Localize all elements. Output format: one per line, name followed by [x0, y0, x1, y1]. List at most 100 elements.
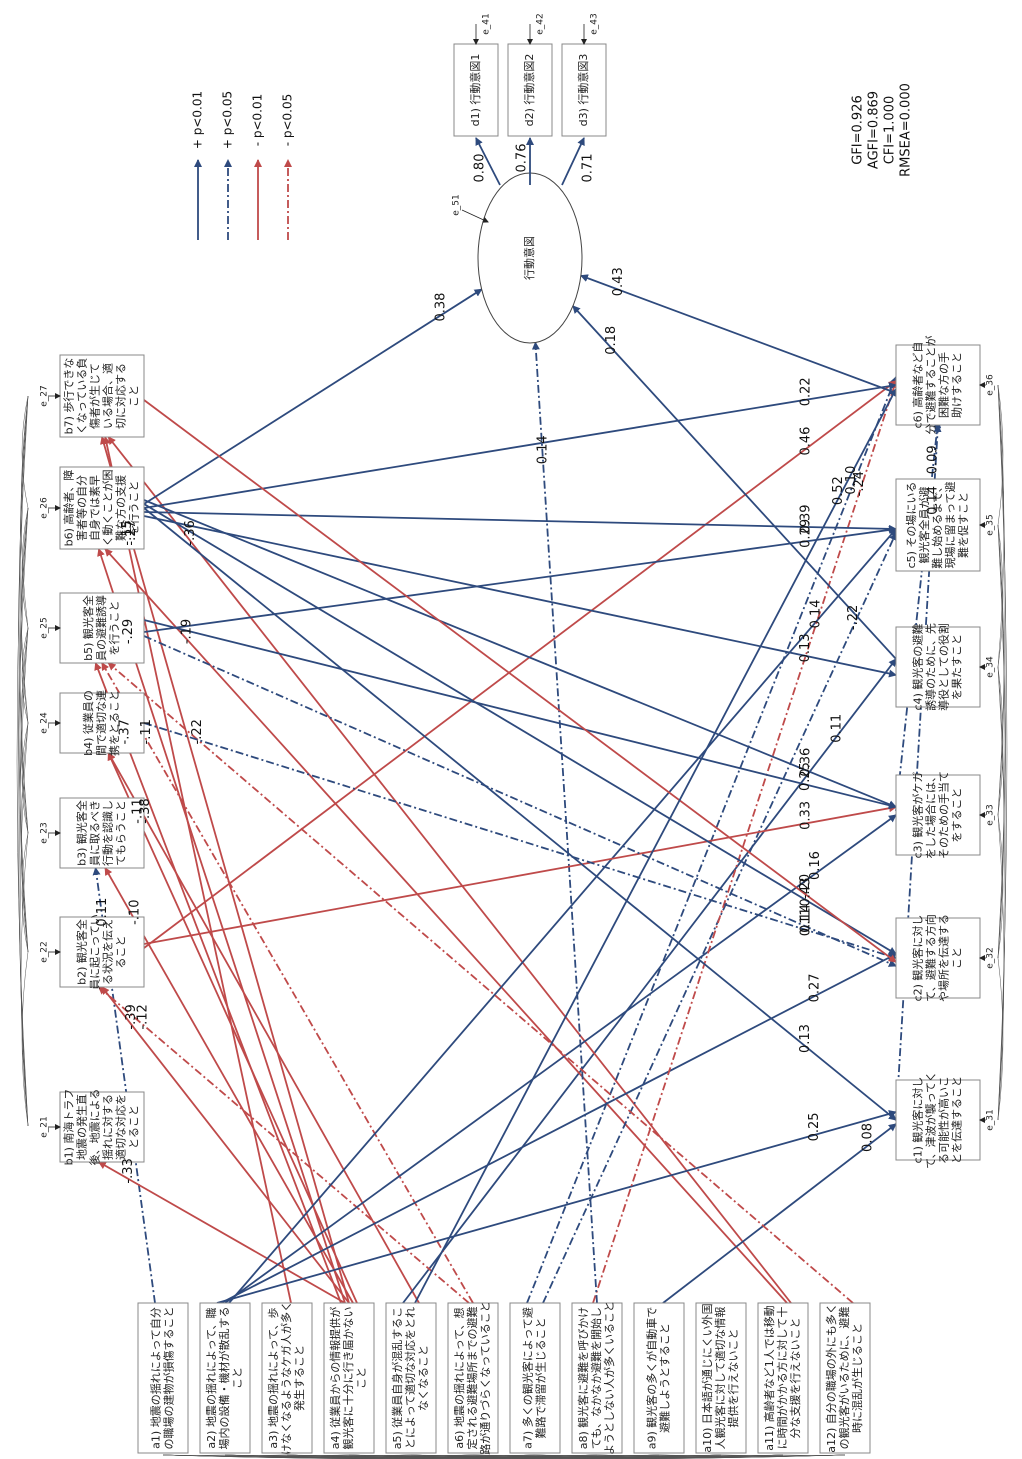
path-a6-b2 [98, 986, 470, 1304]
coef-a8-c6: -.24 [852, 471, 867, 496]
node-b6-label: 難な方の支援 [114, 475, 128, 541]
path-a4-b7 [100, 436, 350, 1304]
node-b3: b3) 観光客全 員に取るべき 行動を認識し てもらうこと e_23 [40, 797, 145, 869]
path-a4-b5 [94, 662, 342, 1304]
node-c3-label: そのための手当て [937, 771, 951, 859]
coef-c1-c6: 0.14 [925, 486, 940, 515]
path-a4-b2 [101, 986, 350, 1304]
covariance-arc [20, 395, 29, 629]
coef-a11-b7: -.36 [183, 520, 198, 545]
node-a6-label: a6) 地震の揺れによって、想 [452, 1307, 466, 1448]
node-c1-label: とを伝達すること [951, 1076, 964, 1164]
coef-c3-c6: 0.09 [925, 445, 940, 474]
error-e_36: e_36 [986, 374, 996, 396]
error-e_42: e_42 [536, 13, 546, 35]
covariance-arc [16, 395, 29, 1127]
error-e_33: e_33 [986, 804, 996, 826]
covariance-arc [997, 384, 1007, 959]
covariance-arc [997, 814, 1004, 959]
node-c4-label: 導役としての役割 [937, 623, 951, 711]
node-a3-label: けなくなるようなケガ人が多く [279, 1301, 293, 1455]
node-a4-label: a4) 従業員からの情報提供が [328, 1307, 342, 1450]
node-a7-label: 難路で滞留が生じること [534, 1318, 548, 1439]
node-c6-label: c6) 高齢者など自 [911, 342, 925, 429]
path-a5-c4 [402, 658, 897, 1304]
node-b2-label: ること [115, 936, 128, 969]
legend-label-neg05: - p<0.05 [281, 94, 295, 147]
node-c3-label: c3) 観光客がケガ [911, 772, 925, 859]
path-a11-b6 [104, 548, 788, 1304]
coef-a5-c4: 0.11 [829, 714, 844, 743]
node-b1-label: b1) 南海トラフ [62, 1089, 76, 1166]
node-a5-label: なくなること [417, 1345, 430, 1411]
path-b6-c2 [143, 503, 897, 955]
path-b2-c6 [143, 380, 897, 949]
fit-stat-2: CFI=1.000 [883, 96, 898, 165]
node-d2: d2) 行動意図2 e_42 [507, 13, 553, 137]
node-b7-label: b7) 歩行できな [62, 358, 76, 435]
covariance-arc [18, 627, 29, 1127]
node-a5-label: とによって適切な対応をとれ [403, 1307, 417, 1449]
loading-d3: 0.71 [581, 154, 596, 183]
coef-b7-c2: -.20 [798, 874, 813, 899]
covariance-arc [21, 722, 29, 834]
variable-nodes: a1) 地震の揺れによって自分 の職場の建物が損傷すること a2) 地震の揺れによっ… [40, 13, 996, 1455]
node-b5-label: を行うこと [108, 601, 121, 656]
node-b6-label: く動くことが困 [101, 470, 115, 547]
path-b2-c3 [143, 804, 897, 945]
covariance-arc [19, 507, 29, 834]
error-e_34: e_34 [986, 656, 996, 678]
node-c4-label: を果たすこと [951, 634, 964, 700]
node-a12-label: a12) 自分の職場の外にも多く [824, 1303, 838, 1453]
node-a3: a3) 地震の揺れによって、歩 けなくなるようなケガ人が多く 発生すること [261, 1301, 313, 1455]
node-c3-label: をした場合には、 [924, 771, 938, 859]
node-b2-label: る状況を伝え [101, 919, 115, 985]
node-a6: a6) 地震の揺れによって、想 定される避難場所までの避難 路が通りづらくなっている… [447, 1301, 499, 1455]
node-c4: c4) 観光客の避難 誘導のために、先 導役としての役割 を果たすこと e_34 [895, 623, 996, 711]
path-a8-latent [531, 341, 598, 1304]
node-b5-label: 員の避難誘導 [94, 595, 108, 661]
path-c4-latent [572, 305, 897, 660]
coef-a2-c5: 0.14 [808, 599, 823, 628]
node-b3-label: てもらうこと [115, 800, 128, 865]
path-b4-c2 [143, 722, 897, 960]
covariance-arc [21, 627, 29, 724]
node-c3-label: をすること [951, 788, 964, 843]
node-b5-label: b5) 観光客全 [81, 595, 95, 661]
legend-label-pos01: + p<0.01 [191, 91, 205, 149]
node-c1-label: る可能性が高いこ [937, 1076, 951, 1164]
path-a9-c1 [662, 1123, 897, 1304]
node-a11: a11) 高齢者など1人では移動 に時間がかかる方に対して十 分な支援を行えないこと [757, 1302, 809, 1454]
node-a8: a8) 観光客に避難を呼びかけ ても、なかなか避難を開始し ようとしない人が多くいる… [571, 1301, 623, 1455]
node-b4-label: 携をとること [107, 690, 121, 756]
node-b2-label: 員に起こってい [89, 914, 102, 990]
coef-a8-latent: 0.14 [535, 435, 550, 464]
coef-b2-c3: 0.33 [798, 801, 813, 830]
coef-b6-c5: 0.39 [798, 504, 813, 533]
node-c4-label: c4) 観光客の避難 [911, 624, 925, 711]
covariance-arc [18, 507, 29, 953]
coef-c4-latent: 0.18 [604, 326, 619, 355]
coef-a2-c1: 0.25 [807, 1112, 822, 1141]
node-c1: c1) 観光客に対し て、津波が襲ってく る可能性が高いこ とを伝達すること e_31 [895, 1071, 996, 1169]
node-b1-label: とること [128, 1105, 141, 1149]
coef-b6-c2: 0.43 [798, 878, 813, 907]
node-c6-label: 困難な方の手 [937, 352, 951, 418]
path-b5-c3 [143, 619, 897, 810]
path-a4-b1 [97, 1161, 346, 1304]
fit-stat-3: RMSEA=0.000 [899, 83, 914, 177]
node-b7-label: 傷者が生じて [88, 363, 102, 429]
node-b1-label: 揺れに対する [101, 1094, 115, 1160]
node-c6: c6) 高齢者など自 分で避難することが 困難な方の手 助けすること e_36 [895, 336, 996, 435]
node-a2-label: a2) 地震の揺れによって、職 [205, 1307, 218, 1448]
node-a9-label: 避難しようとすること [658, 1323, 672, 1433]
node-b7-label: 切に対応する [114, 363, 128, 429]
covariance-arc [18, 395, 29, 834]
path-a2-c5 [228, 528, 897, 1304]
node-b4: b4) 従業員の 間で適切な連 携をとること e_24 [40, 690, 145, 756]
path-a4-b6 [97, 548, 346, 1304]
error-e_43: e_43 [590, 13, 600, 35]
coef-a4-b1: -.33 [121, 1158, 136, 1183]
covariance-arc [19, 627, 29, 953]
node-d2-label: d2) 行動意図2 [522, 54, 536, 127]
